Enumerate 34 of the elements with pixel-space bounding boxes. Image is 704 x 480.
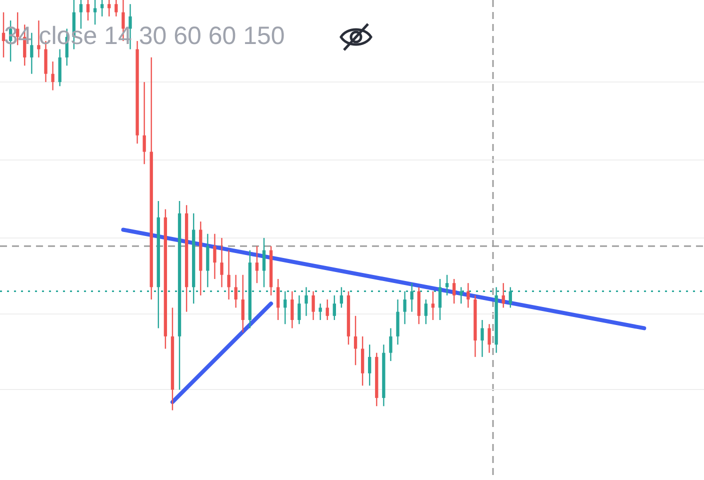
candlestick: [298, 294, 301, 325]
candlestick: [480, 319, 484, 358]
candlestick: [502, 282, 505, 308]
candlestick: [290, 290, 294, 329]
candlestick: [255, 246, 259, 284]
candlestick: [368, 344, 372, 386]
candlestick: [452, 278, 456, 304]
candlestick: [438, 278, 442, 321]
candlestick: [424, 298, 428, 325]
candlestick: [2, 12, 6, 58]
candlestick: [466, 282, 470, 308]
candlestick: [431, 290, 435, 321]
candlestick: [86, 0, 90, 22]
candlestick: [142, 81, 146, 165]
candlestick: [241, 274, 244, 333]
candlestick: [93, 0, 97, 26]
candlestick: [445, 274, 449, 296]
candlestick: [276, 278, 280, 321]
candlestick: [114, 0, 118, 18]
candlestick: [51, 60, 54, 91]
candlestick: [332, 294, 336, 321]
candlestick: [326, 298, 329, 321]
candlestick: [213, 233, 216, 280]
candlestick: [234, 274, 238, 308]
candlestick: [312, 290, 315, 321]
candlestick: [108, 0, 111, 18]
candlestick: [318, 302, 322, 321]
candlestick: [227, 250, 230, 300]
candlestick: [488, 324, 491, 354]
candlestick: [262, 237, 266, 288]
candlestick: [100, 0, 104, 18]
candlestick: [220, 237, 224, 288]
candlestick: [354, 315, 358, 366]
candlestick: [389, 328, 392, 362]
